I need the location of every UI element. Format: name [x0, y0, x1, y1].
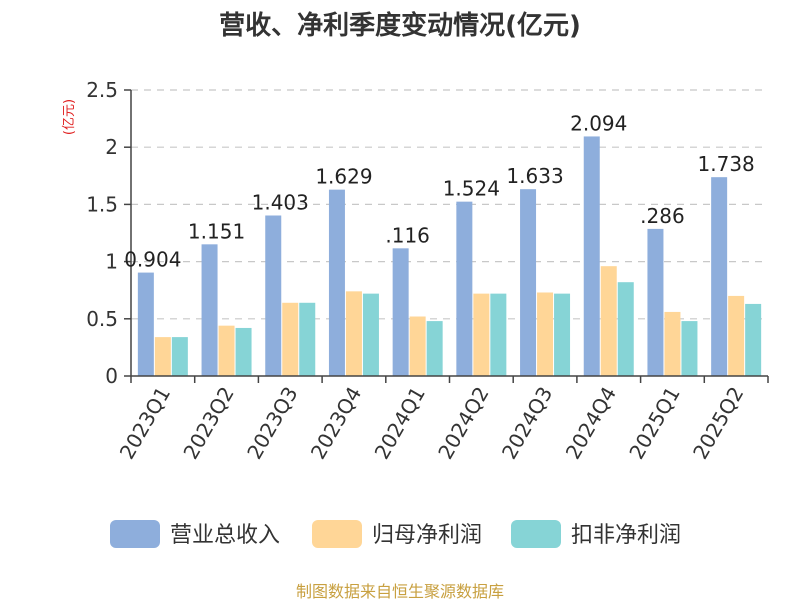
bar — [265, 215, 282, 376]
bar — [218, 325, 235, 376]
legend-label: 扣非净利润 — [571, 523, 681, 548]
x-tick-label: 2024Q1 — [370, 383, 430, 464]
legend-label: 营业总收入 — [170, 523, 280, 548]
bar — [154, 337, 171, 376]
bar — [235, 327, 252, 376]
y-tick-label: 1 — [105, 250, 118, 274]
bar — [554, 293, 571, 376]
y-tick-label: 0.5 — [86, 307, 118, 331]
x-tick-label: 2025Q1 — [624, 383, 684, 464]
bar — [537, 292, 554, 376]
bar — [171, 337, 188, 376]
data-label: 1.524 — [443, 177, 500, 201]
data-label: 0.904 — [124, 248, 181, 272]
bar — [456, 201, 473, 376]
legend-swatch — [110, 520, 160, 548]
bar — [137, 272, 154, 376]
data-label: .116 — [385, 223, 430, 247]
x-axis-ticks: 2023Q1 2023Q2 2023Q3 2023Q4 2024Q1 2024Q2 2024… — [115, 376, 769, 464]
legend-swatch — [312, 520, 362, 548]
bar — [600, 266, 617, 376]
data-label: .286 — [640, 204, 685, 228]
bar — [282, 302, 299, 376]
x-tick-label: 2023Q3 — [242, 383, 302, 464]
legend: 营业总收入 归母净利润 扣非净利润 — [110, 520, 681, 548]
bar — [520, 189, 537, 376]
bar — [583, 136, 600, 376]
source-note: 制图数据来自恒生聚源数据库 — [296, 582, 504, 600]
bar — [409, 316, 426, 376]
legend-label: 归母净利润 — [372, 523, 482, 548]
gridlines — [131, 89, 768, 320]
bar — [490, 293, 507, 376]
chart-title: 营收、净利季度变动情况(亿元) — [219, 10, 581, 41]
data-label: 1.403 — [252, 190, 309, 214]
x-tick-label: 2023Q2 — [178, 383, 238, 464]
bar — [201, 244, 218, 376]
data-label: 1.738 — [698, 152, 755, 176]
y-tick-label: 1.5 — [86, 192, 118, 216]
data-label: 2.094 — [570, 111, 627, 135]
bars — [137, 136, 762, 376]
x-tick-label: 2024Q2 — [433, 383, 493, 464]
y-tick-label: 2 — [105, 135, 118, 159]
data-label: 1.633 — [506, 164, 563, 188]
y-tick-label: 2.5 — [86, 78, 118, 102]
bar — [345, 291, 362, 376]
bar — [299, 302, 316, 376]
y-axis-ticks: 0 0.5 1 1.5 2 2.5 — [86, 78, 131, 388]
y-tick-label: 0 — [105, 364, 118, 388]
y-axis-unit-label: (亿元) — [62, 99, 77, 135]
bar — [711, 177, 728, 376]
data-label: 1.151 — [188, 219, 245, 243]
x-tick-label: 2024Q4 — [561, 383, 621, 464]
x-tick-label: 2024Q3 — [497, 383, 557, 464]
legend-swatch — [511, 520, 561, 548]
bar — [745, 303, 762, 376]
bar — [664, 311, 681, 376]
bar — [328, 189, 345, 376]
bar — [728, 295, 745, 376]
data-label: 1.629 — [315, 165, 372, 189]
x-tick-label: 2023Q4 — [306, 383, 366, 464]
bar — [647, 228, 664, 376]
bar — [426, 321, 443, 376]
bar — [362, 293, 379, 376]
x-tick-label: 2023Q1 — [115, 383, 175, 464]
bar — [681, 321, 698, 376]
bar — [392, 248, 409, 376]
bar — [473, 293, 490, 376]
bar — [617, 282, 634, 376]
x-tick-label: 2025Q2 — [688, 383, 748, 464]
